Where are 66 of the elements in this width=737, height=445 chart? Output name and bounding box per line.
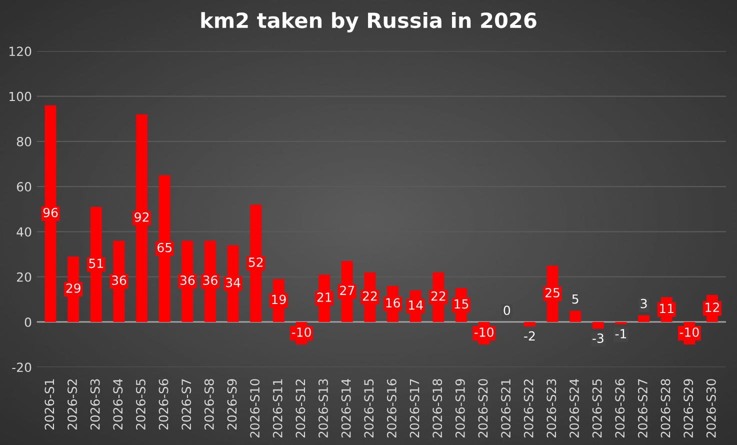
x-tick-label: 2026-S18 xyxy=(432,379,442,438)
data-label: 25 xyxy=(545,288,560,298)
y-tick-label: 60 xyxy=(16,182,32,192)
data-label: 16 xyxy=(386,298,400,308)
x-tick-label: 2026-S23 xyxy=(546,379,556,438)
data-label: 14 xyxy=(409,300,423,310)
x-tick-label: 2026-S17 xyxy=(410,379,420,438)
y-tick-label: 0 xyxy=(24,317,32,327)
data-label: 51 xyxy=(89,258,103,268)
x-tick-label: 2026-S21 xyxy=(501,379,511,438)
x-tick-label: 2026-S20 xyxy=(478,379,488,438)
x-tick-label: 2026-S24 xyxy=(570,378,579,438)
x-tick-label: 2026-S16 xyxy=(386,379,396,438)
x-tick-label: 2026-S9 xyxy=(227,379,237,430)
data-label: 19 xyxy=(272,294,286,304)
x-tick-label: 2026-S28 xyxy=(660,379,670,438)
x-tick-label: 2026-S14 xyxy=(341,378,351,438)
x-tick-label: 2026-S19 xyxy=(455,379,465,438)
x-tick-label: 2026-S12 xyxy=(296,379,306,438)
data-label: 12 xyxy=(706,302,719,312)
data-label: 92 xyxy=(134,212,149,222)
data-label: 15 xyxy=(454,299,468,309)
data-label: 36 xyxy=(203,276,218,285)
y-tick-label: 80 xyxy=(16,136,32,146)
data-label: 36 xyxy=(112,276,126,285)
data-label: 65 xyxy=(158,242,172,252)
x-tick-label: 2026-S29 xyxy=(684,379,694,438)
x-tick-label: 2026-S6 xyxy=(158,379,168,430)
x-tick-label: 2026-S10 xyxy=(250,379,260,438)
data-label: 29 xyxy=(66,283,80,293)
x-tick-label: 2026-S3 xyxy=(90,379,100,430)
x-tick-label: 2026-S8 xyxy=(204,379,214,430)
data-label: -1 xyxy=(615,329,626,338)
data-label: 27 xyxy=(340,286,354,295)
y-tick-label: 20 xyxy=(17,272,32,282)
x-tick-label: 2026-S25 xyxy=(592,379,602,438)
x-tick-label: 2026-S13 xyxy=(318,379,328,438)
x-tick-label: 2026-S11 xyxy=(272,379,282,438)
data-label: 22 xyxy=(362,291,377,301)
x-tick-label: 2026-S26 xyxy=(615,379,625,438)
x-tick-label: 2026-S7 xyxy=(182,379,192,430)
data-label: 21 xyxy=(317,292,332,302)
data-label: 5 xyxy=(572,294,578,304)
data-label: 3 xyxy=(640,298,647,308)
x-tick-label: 2026-S22 xyxy=(524,379,534,438)
data-label: 11 xyxy=(660,304,674,314)
data-label: -2 xyxy=(524,331,535,341)
data-label: 22 xyxy=(431,291,446,301)
x-tick-label: 2026-S30 xyxy=(706,379,716,438)
y-tick-label: 100 xyxy=(10,92,32,102)
x-tick-label: 2026-S1 xyxy=(44,379,54,430)
x-tick-label: 2026-S2 xyxy=(68,379,77,430)
data-label: 96 xyxy=(43,208,58,218)
x-tick-label: 2026-S5 xyxy=(136,379,146,430)
data-label: 34 xyxy=(226,278,240,288)
data-label: 36 xyxy=(180,276,195,285)
x-tick-label: 2026-S4 xyxy=(113,378,123,430)
x-tick-label: 2026-S27 xyxy=(638,379,648,438)
y-tick-label: -20 xyxy=(12,362,32,372)
y-tick-label: 40 xyxy=(16,227,32,237)
chart-title: km2 taken by Russia in 2026 xyxy=(201,12,536,32)
y-tick-label: 120 xyxy=(10,46,32,56)
data-label: -3 xyxy=(592,333,604,343)
data-label: 0 xyxy=(504,306,510,316)
x-tick-label: 2026-S15 xyxy=(364,379,374,438)
data-label: 52 xyxy=(248,257,263,267)
